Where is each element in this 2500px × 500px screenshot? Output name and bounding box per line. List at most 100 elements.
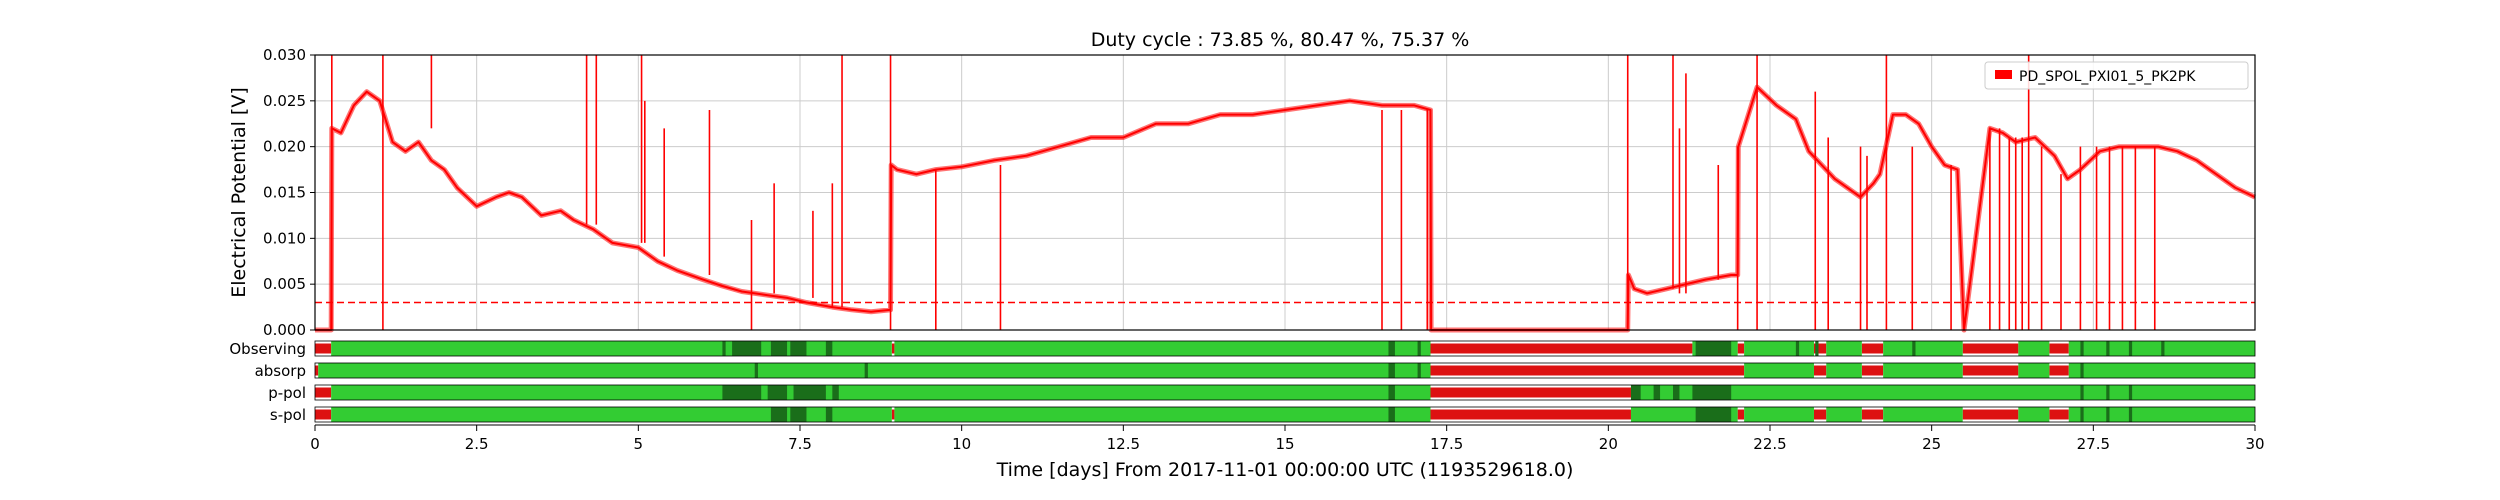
segment-dark (825, 341, 833, 356)
segment-off (1430, 365, 1745, 376)
y-tick-label: 0.025 (263, 92, 306, 110)
segment-dark (2080, 341, 2084, 356)
segment-border (314, 340, 2256, 357)
segment-active (331, 385, 1431, 400)
segment-off (1962, 343, 2019, 354)
legend-swatch (1995, 70, 2012, 79)
y-tick-label: 0.005 (263, 275, 306, 293)
x-tick-label: 22.5 (1753, 435, 1786, 453)
segment-dark (2106, 341, 2110, 356)
segment-dark (1388, 385, 1395, 400)
segment-active (1826, 341, 1862, 356)
segment-active (1826, 363, 1862, 378)
segment-dark (1692, 385, 1732, 400)
segment-dark (825, 407, 833, 422)
segment-dark (722, 341, 726, 356)
segment-dark (722, 385, 762, 400)
segment-active (1883, 363, 1963, 378)
y-tick-label: 0.010 (263, 229, 306, 247)
segment-dark (1695, 407, 1732, 422)
segment-off (891, 343, 895, 354)
segment-label: Observing (229, 340, 306, 358)
legend-label: PD_SPOL_PXI01_5_PK2PK (2019, 69, 2196, 85)
x-axis-label: Time [days] From 2017-11-01 00:00:00 UTC… (996, 459, 1574, 481)
x-tick-label: 0 (310, 435, 320, 453)
segment-label: p-pol (268, 384, 306, 402)
segment-active (894, 407, 1431, 422)
segment-dark (1630, 385, 1641, 400)
segment-dark (1912, 341, 1916, 356)
x-tick-label: 12.5 (1107, 435, 1140, 453)
segment-active (1883, 407, 1963, 422)
x-tick-label: 27.5 (2077, 435, 2110, 453)
segment-off (1861, 365, 1884, 376)
segment-dark (2080, 385, 2084, 400)
segment-label: s-pol (270, 406, 306, 424)
segment-active (1744, 407, 1814, 422)
legend: PD_SPOL_PXI01_5_PK2PK (1984, 61, 2249, 90)
segment-dark (2128, 407, 2133, 422)
segment-dark (2161, 341, 2165, 356)
segment-active (894, 341, 1431, 356)
y-tick-label: 0.030 (263, 46, 306, 64)
x-tick-label: 25 (1922, 435, 1941, 453)
segment-off (1861, 343, 1884, 354)
main-plot-area: 0.000 0.005 0.010 0.015 0.020 0.025 0.030 Elec… (228, 46, 2257, 339)
segment-active (2068, 407, 2255, 422)
segment-off (1430, 387, 1631, 398)
segment-dark (1795, 341, 1800, 356)
segment-dark (1815, 341, 1819, 356)
segment-off (315, 387, 332, 398)
segment-active (2018, 341, 2050, 356)
x-tick-layer: 0 2.5 5 7.5 10 12.5 15 17.5 20 22.5 25 27.5 30 (310, 424, 2265, 453)
segment-bars: Observing absorp p-pol s-pol (229, 340, 2256, 424)
segment-off (315, 365, 319, 376)
y-tick-label: 0.000 (263, 321, 306, 339)
segment-off (1430, 409, 1631, 420)
segment-off (1813, 365, 1827, 376)
segment-off (891, 409, 895, 420)
segment-row: Observing (229, 340, 2256, 358)
segment-border (314, 406, 2256, 423)
x-tick-label: 10 (952, 435, 971, 453)
segment-dark (1673, 385, 1680, 400)
segment-active (331, 341, 892, 356)
segment-off (1430, 343, 1693, 354)
y-tick-label: 0.020 (263, 138, 306, 156)
series-line (315, 86, 2256, 331)
segment-active (318, 363, 1431, 378)
segment-active (1744, 341, 1814, 356)
segment-dark (1653, 385, 1661, 400)
segment-off (1861, 409, 1884, 420)
x-tick-label: 7.5 (788, 435, 812, 453)
segment-dark (790, 407, 807, 422)
segment-label: absorp (255, 362, 306, 380)
segment-off (2049, 343, 2069, 354)
series-layer (315, 55, 2257, 333)
segment-off (1962, 409, 2019, 420)
segment-dark (732, 341, 762, 356)
segment-active (2018, 363, 2050, 378)
chart-title: Duty cycle : 73.85 %, 80.47 %, 75.37 % (1091, 29, 1470, 51)
segment-dark (2080, 407, 2084, 422)
legend-box (1984, 61, 2249, 90)
segment-dark (770, 407, 788, 422)
x-tick-label: 30 (2245, 435, 2264, 453)
segment-row: s-pol (270, 406, 2256, 424)
segment-dark (2106, 407, 2110, 422)
y-axis-label: Electrical Potential [V] (228, 87, 250, 297)
segment-active (1883, 341, 1963, 356)
segment-active (1744, 363, 1814, 378)
y-tick-layer: 0.000 0.005 0.010 0.015 0.020 0.025 0.030 (263, 46, 315, 339)
segment-dark (2128, 341, 2133, 356)
segment-active (331, 407, 892, 422)
segment-off (1813, 343, 1827, 354)
segment-off (1962, 365, 2019, 376)
segment-active (1630, 385, 2255, 400)
segment-dark (1388, 407, 1395, 422)
segment-off (315, 409, 332, 420)
x-tick-label: 2.5 (465, 435, 489, 453)
y-tick-label: 0.015 (263, 184, 306, 202)
segment-off (1737, 409, 1745, 420)
